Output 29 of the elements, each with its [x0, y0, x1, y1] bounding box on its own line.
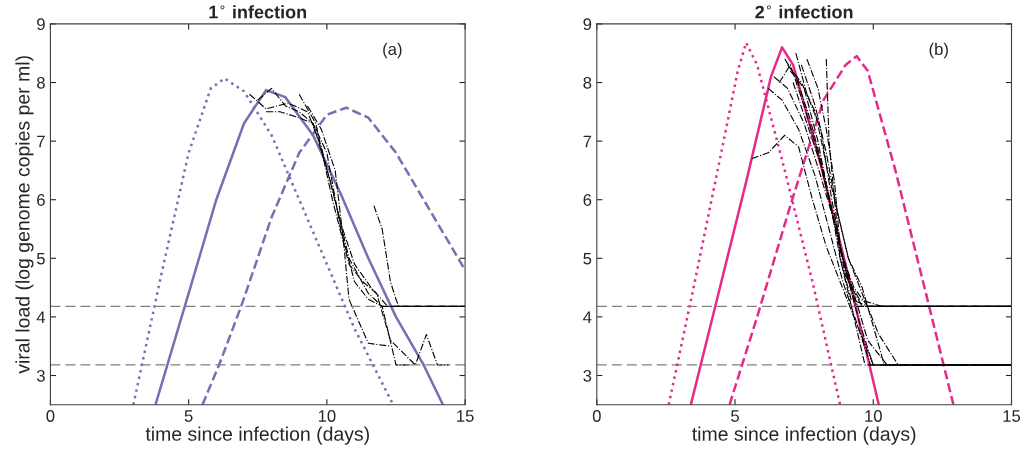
annotation: (b) [929, 42, 948, 59]
y-tick-label: 8 [37, 76, 45, 89]
y-tick-label: 3 [36, 369, 45, 382]
y-tick-label: 9 [37, 18, 45, 31]
annotation: (a) [383, 42, 402, 59]
chart-title: 1$^{∘}$ infection [209, 5, 307, 19]
y-tick-label: 4 [36, 311, 46, 323]
y-tick-label: 7 [583, 135, 592, 148]
y-tick-label: 4 [583, 311, 592, 323]
chart-title: 2$^{∘}$ infection [755, 5, 853, 19]
x-tick-label: 0 [592, 410, 601, 422]
x-axis-title: time since infection (days) [145, 426, 369, 445]
x-tick-label: 15 [457, 410, 474, 422]
x-tick-label: 5 [731, 410, 739, 422]
y-tick-label: 6 [37, 194, 45, 206]
y-tick-label: 9 [583, 18, 592, 31]
y-tick-label: 5 [36, 252, 45, 265]
y-tick-label: 5 [583, 252, 592, 265]
x-tick-label: 15 [1003, 410, 1021, 422]
x-tick-label: 10 [865, 410, 882, 422]
x-tick-label: 0 [46, 410, 55, 422]
y-tick-label: 8 [583, 76, 592, 89]
x-axis-title: time since infection (days) [692, 426, 916, 445]
y-axis-title: viral load (log genome copies per ml) [15, 56, 34, 374]
y-tick-label: 6 [583, 194, 592, 206]
x-tick-label: 5 [184, 410, 193, 422]
y-tick-label: 7 [37, 135, 45, 148]
y-tick-label: 3 [583, 369, 592, 382]
x-tick-label: 10 [318, 410, 336, 422]
